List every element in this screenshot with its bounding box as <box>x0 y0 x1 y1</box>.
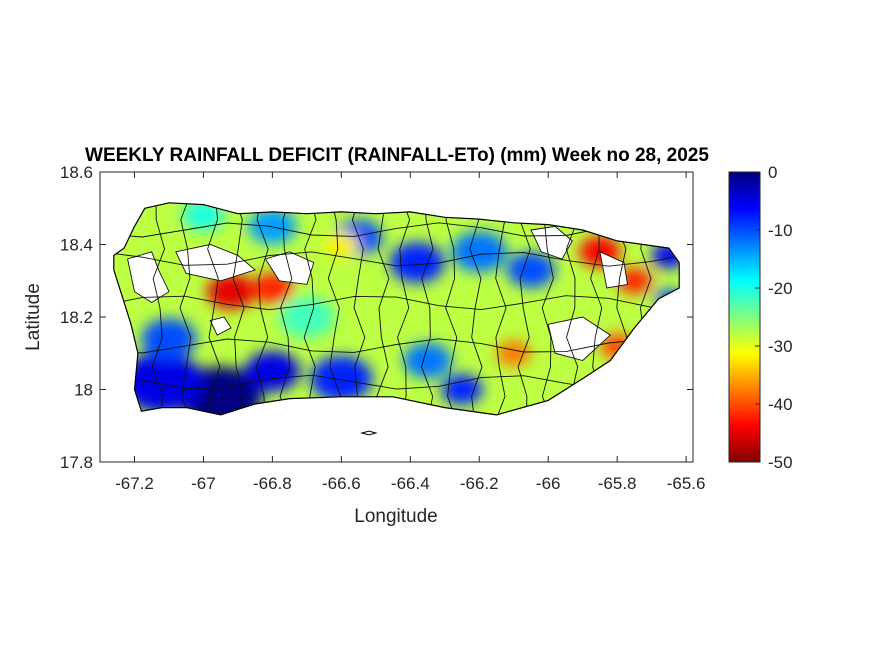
deficit-hotspot <box>451 231 507 273</box>
deficit-hotspots <box>120 202 680 415</box>
deficit-hotspot <box>279 296 335 338</box>
municipality-boundary <box>541 202 555 415</box>
municipality-boundary <box>396 202 411 415</box>
colorbar-ticks: 0 -10 -20 -30 -40 -50 <box>755 163 793 472</box>
no-data-area <box>530 225 573 260</box>
y-axis: 17.8 18 18.2 18.4 18.6 <box>60 163 693 472</box>
deficit-hotspot <box>324 231 359 258</box>
deficit-hotspot <box>389 242 445 283</box>
x-axis: -67.2 -67 -66.8 -66.6 -66.4 -66.2 -66 -65.8 -65.… <box>115 172 705 493</box>
x-tick-label: -66.4 <box>391 474 430 493</box>
deficit-hotspot <box>141 318 197 360</box>
y-tick-label: 18.4 <box>60 236 93 255</box>
colorbar: 0 -10 -20 -30 -40 -50 <box>728 163 793 472</box>
deficit-hotspot <box>120 351 204 413</box>
rainfall-map <box>113 202 680 436</box>
colorbar-tick-label: -40 <box>768 395 793 414</box>
deficit-hotspot <box>248 208 297 245</box>
colorbar-tick-label: -50 <box>768 453 793 472</box>
no-data-areas <box>127 225 629 361</box>
municipality-boundary <box>303 202 317 415</box>
x-tick-label: -66.6 <box>322 474 361 493</box>
municipality-boundary <box>113 295 680 311</box>
deficit-hotspot <box>496 340 531 366</box>
y-tick-label: 17.8 <box>60 453 93 472</box>
x-tick-label: -66.2 <box>460 474 499 493</box>
no-data-area <box>209 316 232 336</box>
deficit-hotspot <box>244 351 300 392</box>
x-tick-label: -66.8 <box>253 474 292 493</box>
y-tick-label: 18.6 <box>60 163 93 182</box>
small-island <box>360 430 378 436</box>
no-data-area <box>175 244 257 282</box>
municipality-boundary <box>421 202 434 415</box>
x-tick-label: -65.8 <box>598 474 637 493</box>
colorbar-tick-label: -10 <box>768 221 793 240</box>
colorbar-tick-label: 0 <box>768 163 777 182</box>
colorbar-gradient <box>728 171 761 463</box>
y-tick-label: 18 <box>74 381 93 400</box>
x-axis-label: Longitude <box>354 506 437 527</box>
x-tick-label: -67.2 <box>115 474 154 493</box>
municipality-boundary <box>207 202 221 415</box>
no-data-area <box>547 316 612 361</box>
deficit-hotspot <box>206 273 256 310</box>
deficit-hotspot <box>506 252 556 288</box>
island-outline <box>113 202 680 416</box>
map-title: WEEKLY RAINFALL DEFICIT (RAINFALL-ETo) (… <box>85 145 709 166</box>
x-tick-label: -66 <box>536 474 561 493</box>
municipality-boundary <box>113 251 680 267</box>
x-tick-label: -67 <box>191 474 216 493</box>
municipality-boundary <box>327 202 342 415</box>
municipality-boundary <box>231 202 245 415</box>
deficit-hotspot <box>310 355 373 402</box>
municipality-boundary <box>255 202 269 415</box>
y-axis-label: Latitude <box>23 283 44 351</box>
municipality-boundary <box>179 202 193 415</box>
colorbar-tick-label: -30 <box>768 337 793 356</box>
no-data-area <box>599 251 629 289</box>
x-tick-label: -65.6 <box>667 474 706 493</box>
municipality-boundary <box>517 202 531 415</box>
deficit-hotspot <box>441 374 483 405</box>
municipality-boundary <box>493 202 507 415</box>
no-data-area <box>127 251 170 304</box>
municipality-boundary <box>113 338 680 354</box>
colorbar-tick-label: -20 <box>768 279 793 298</box>
y-tick-label: 18.2 <box>60 308 93 327</box>
municipality-boundary <box>469 202 483 415</box>
municipality-boundary <box>151 202 165 415</box>
municipality-boundary <box>351 202 366 415</box>
deficit-hotspot <box>403 342 452 379</box>
municipality-boundary <box>445 202 459 415</box>
